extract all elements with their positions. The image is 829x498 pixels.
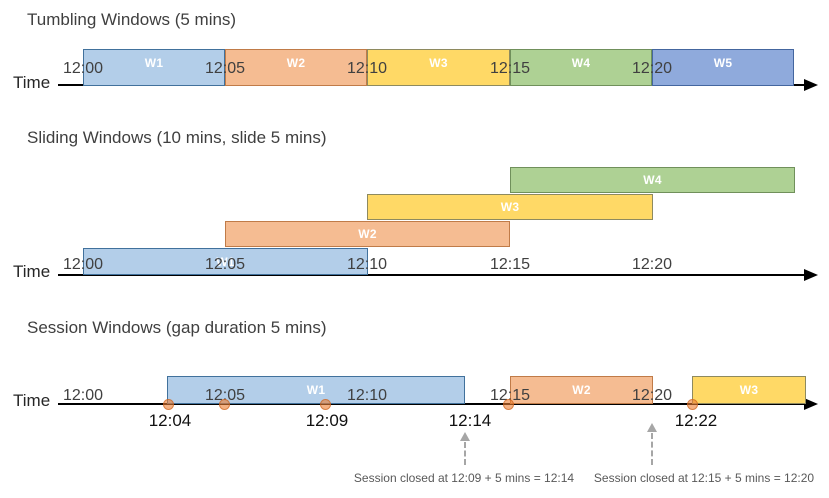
window-label: W1 [216, 254, 235, 269]
tumbling-tick-1200: 12:00 [62, 60, 104, 77]
tumbling-axis-arrowhead-icon [804, 79, 818, 91]
event-dot-1209 [320, 399, 331, 410]
session-tick-1220: 12:20 [631, 387, 673, 404]
tumbling-tick-1210: 12:10 [346, 60, 388, 77]
event-dot-1222 [687, 399, 698, 410]
tumbling-window-w2: W2 [225, 49, 367, 86]
event-label-1209: 12:09 [305, 411, 349, 430]
event-label-1222: 12:22 [674, 411, 718, 430]
session-title: Session Windows (gap duration 5 mins) [27, 318, 327, 337]
event-dot-1206 [219, 399, 230, 410]
sliding-axis-line [58, 274, 806, 276]
sliding-tick-1200: 12:00 [62, 256, 104, 273]
annotation-arrow-up-icon [647, 423, 657, 432]
session-window-w2: W2 [510, 376, 653, 404]
tumbling-time-axis-label: Time [13, 73, 51, 92]
event-dot-1204 [163, 399, 174, 410]
window-label: W1 [144, 56, 164, 70]
sliding-tick-1215: 12:15 [489, 256, 531, 273]
event-label-1214: 12:14 [448, 411, 492, 430]
tumbling-window-w3: W3 [367, 49, 510, 86]
window-label: W2 [358, 227, 377, 241]
sliding-axis-arrowhead-icon [804, 269, 818, 281]
event-label-1204: 12:04 [148, 411, 192, 430]
tumbling-tick-1205: 12:05 [204, 60, 246, 77]
sliding-window-w3: W3 [367, 194, 653, 220]
session-axis-arrowhead-icon [804, 398, 818, 410]
tumbling-title: Tumbling Windows (5 mins) [27, 10, 237, 29]
sliding-window-w2: W2 [225, 221, 510, 247]
sliding-tick-1210: 12:10 [346, 256, 388, 273]
session-tick-1205: 12:05 [204, 387, 246, 404]
sliding-title: Sliding Windows (10 mins, slide 5 mins) [27, 128, 327, 147]
window-label: W2 [286, 56, 306, 70]
session-tick-1210: 12:10 [346, 387, 388, 404]
sliding-tick-1220: 12:20 [631, 256, 673, 273]
tumbling-window-w5: W5 [652, 49, 794, 86]
event-dot-1215 [503, 399, 514, 410]
sliding-window-w4: W4 [510, 167, 795, 193]
window-label: W3 [429, 56, 448, 70]
session-tick-1200: 12:00 [62, 387, 104, 404]
session-window-w3: W3 [692, 376, 806, 404]
window-label: W1 [306, 383, 326, 397]
sliding-time-axis-label: Time [13, 262, 51, 281]
window-label: W3 [739, 383, 759, 397]
window-label: W4 [643, 173, 662, 187]
tumbling-tick-1220: 12:20 [631, 60, 673, 77]
session-time-axis-label: Time [13, 391, 51, 410]
tumbling-tick-1215: 12:15 [489, 60, 531, 77]
annotation-arrow-line [464, 442, 466, 465]
sliding-tick-1205: 12:05 [204, 256, 246, 273]
sliding-window-w1: W1 [83, 248, 368, 275]
session-axis-line [58, 403, 806, 405]
tumbling-window-w4: W4 [510, 49, 652, 86]
window-label: W2 [572, 383, 591, 397]
session-closed-annotation-2: Session closed at 12:15 + 5 mins = 12:20 [593, 471, 815, 485]
annotation-arrow-up-icon [460, 432, 470, 441]
tumbling-window-w1: W1 [83, 49, 225, 86]
window-label: W3 [500, 200, 520, 214]
session-tick-1215: 12:15 [489, 387, 531, 404]
session-window-w1: W1 [167, 376, 465, 404]
window-label: W5 [713, 56, 733, 70]
window-label: W4 [571, 56, 591, 70]
session-closed-annotation-1: Session closed at 12:09 + 5 mins = 12:14 [353, 471, 575, 485]
annotation-arrow-line [651, 433, 653, 465]
